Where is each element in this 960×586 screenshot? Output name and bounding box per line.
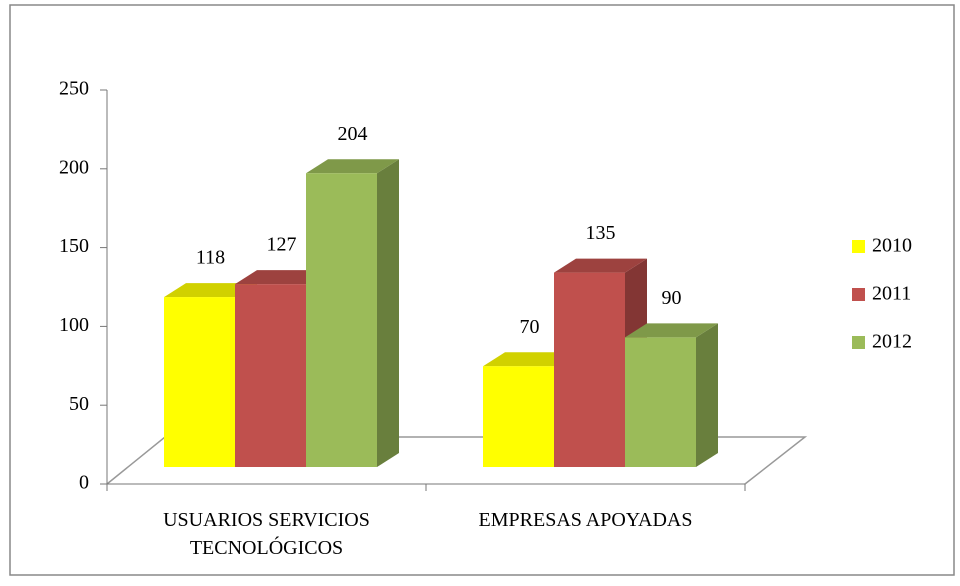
value-label: 127 — [267, 234, 297, 256]
y-tick-label: 250 — [59, 78, 89, 100]
bar-top — [235, 270, 328, 285]
legend-swatch — [852, 288, 865, 301]
y-tick-label: 150 — [59, 235, 89, 257]
bar — [306, 173, 377, 468]
x-tick-label: EMPRESAS APOYADAS — [479, 509, 693, 531]
value-label: 204 — [338, 123, 368, 145]
y-tick-label: 200 — [59, 156, 89, 178]
y-tick-label: 50 — [69, 393, 89, 415]
legend-swatch — [852, 336, 865, 349]
bar — [164, 297, 235, 467]
value-label: 70 — [520, 316, 540, 338]
value-label: 118 — [196, 247, 225, 269]
bar — [483, 366, 554, 467]
bar — [554, 272, 625, 467]
bar-top — [306, 159, 399, 174]
bar-top — [625, 323, 718, 338]
bar-side — [377, 159, 399, 468]
bar-top — [554, 258, 647, 273]
bar — [235, 284, 306, 467]
legend-label: 2011 — [872, 283, 911, 305]
x-tick-label: USUARIOS SERVICIOS TECNOLÓGICOS — [163, 509, 370, 559]
y-tick-label: 100 — [59, 314, 89, 336]
bar — [625, 337, 696, 467]
value-label: 135 — [586, 222, 616, 244]
bar-side — [696, 323, 718, 467]
legend-label: 2010 — [872, 235, 912, 257]
y-tick-label: 0 — [79, 472, 89, 494]
bar-top — [164, 283, 257, 298]
chart-border — [9, 4, 955, 576]
value-label: 90 — [662, 287, 682, 309]
bar-top — [483, 352, 576, 367]
legend-swatch — [852, 240, 865, 253]
legend-label: 2012 — [872, 331, 912, 353]
